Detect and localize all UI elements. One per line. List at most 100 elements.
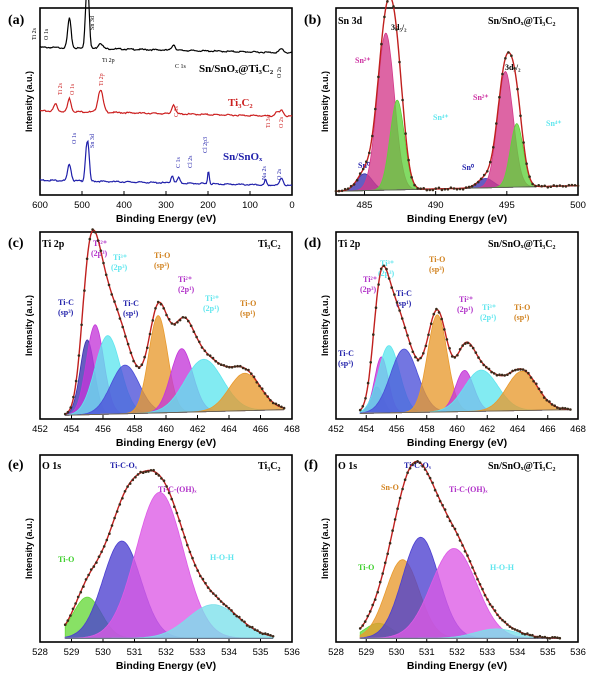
data-point-c-72	[129, 351, 133, 355]
data-point-e-213	[248, 625, 251, 629]
data-point-b-48	[383, 15, 386, 19]
data-point-f-225	[546, 636, 549, 640]
xps-label-b-2: Sn²⁺	[355, 56, 371, 65]
data-point-d-159	[498, 373, 501, 377]
data-point-d-72	[422, 352, 425, 355]
data-point-d-81	[429, 322, 433, 326]
legend-label-a-3: Sn/SnOₓ	[223, 151, 263, 163]
data-point-b-21	[355, 178, 359, 182]
xps-label-d-8: Ti-O	[429, 255, 445, 264]
data-point-e-108	[157, 474, 161, 477]
x-tick-label-e-7: 535	[253, 647, 269, 658]
data-point-e-36	[95, 561, 98, 564]
data-point-d-45	[398, 309, 401, 312]
data-point-f-216	[538, 634, 542, 638]
data-point-d-210	[542, 396, 546, 399]
data-point-d-237	[566, 407, 570, 411]
data-point-f-135	[471, 566, 474, 569]
data-point-e-198	[235, 614, 238, 618]
data-point-d-219	[550, 403, 554, 406]
data-point-e-15	[76, 595, 80, 599]
data-point-c-222	[266, 395, 270, 398]
peak-label-a-5: O 2s	[277, 66, 283, 78]
data-point-c-9	[72, 395, 75, 399]
data-point-d-129	[471, 346, 475, 350]
data-point-e-3	[66, 619, 70, 622]
data-point-f-39	[391, 529, 394, 532]
data-point-b-15	[349, 184, 353, 188]
data-point-c-189	[236, 364, 239, 368]
data-point-e-156	[199, 574, 202, 578]
data-point-c-69	[126, 342, 130, 346]
x-tick-label-c-7: 466	[253, 424, 269, 435]
data-point-c-87	[143, 355, 146, 359]
data-point-b-147	[482, 173, 486, 177]
data-point-b-114	[449, 186, 453, 189]
x-tick-label-d-5: 462	[479, 424, 495, 435]
xps-label-d-5: (2p³)	[378, 269, 395, 278]
x-tick-label-a-0: 600	[32, 200, 48, 211]
data-point-d-51	[403, 326, 407, 330]
x-tick-label-c-1: 454	[64, 424, 80, 435]
data-point-c-75	[132, 359, 135, 363]
sample-label-d: Sn/SnOₓ@Ti₃C₂	[488, 239, 555, 250]
data-point-f-213	[536, 635, 539, 639]
data-point-c-237	[280, 405, 283, 409]
data-point-e-219	[253, 628, 257, 631]
data-point-e-138	[183, 536, 186, 539]
sample-label-c: Ti₃C₂	[258, 239, 281, 250]
data-point-e-201	[238, 615, 241, 619]
data-point-b-24	[358, 172, 362, 175]
data-point-c-3	[66, 410, 70, 414]
data-point-c-216	[260, 387, 264, 391]
data-point-b-78	[413, 183, 416, 187]
data-point-d-24	[379, 267, 383, 271]
data-point-d-48	[400, 317, 404, 320]
data-point-f-156	[488, 603, 492, 606]
x-tick-label-e-6: 534	[221, 647, 237, 658]
data-point-f-18	[373, 598, 377, 601]
data-point-d-42	[395, 301, 399, 304]
data-point-c-168	[217, 362, 220, 365]
data-point-e-105	[154, 472, 158, 476]
data-point-e-126	[173, 505, 176, 509]
x-tick-label-b-0: 485	[357, 200, 373, 211]
x-axis-label-b: Binding Energy (eV)	[407, 213, 507, 225]
data-point-b-219	[555, 184, 559, 188]
axes-frame-b	[335, 7, 579, 196]
data-point-c-231	[274, 402, 278, 406]
x-axis-label-d: Binding Energy (eV)	[407, 437, 507, 449]
xps-label-d-2: Ti²⁺	[363, 275, 377, 284]
data-point-b-177	[513, 67, 516, 70]
data-point-c-180	[228, 365, 231, 369]
data-point-b-102	[437, 186, 441, 190]
data-point-f-234	[553, 636, 557, 639]
data-point-c-171	[219, 363, 223, 367]
data-point-b-201	[537, 184, 540, 187]
data-point-b-171	[507, 51, 510, 54]
xps-label-d-4: Ti³⁺	[380, 259, 394, 268]
panel-d: (d) Ti 2p Sn/SnOₓ@Ti₃C₂ Ti-C (sp³) Ti²⁺ …	[304, 231, 586, 449]
data-point-c-141	[192, 330, 196, 334]
data-point-c-219	[263, 392, 267, 395]
data-point-b-228	[564, 185, 568, 188]
x-tick-label-f-7: 535	[540, 647, 556, 658]
x-tick-label-d-6: 464	[510, 424, 526, 435]
data-point-c-174	[222, 364, 226, 367]
x-tick-label-f-5: 533	[479, 647, 495, 658]
data-point-d-63	[414, 355, 417, 359]
data-point-b-213	[549, 185, 553, 188]
data-point-f-195	[521, 632, 524, 635]
data-point-b-240	[576, 184, 580, 187]
x-tick-label-a-5: 100	[242, 200, 258, 211]
data-point-e-228	[261, 632, 265, 636]
data-point-d-123	[466, 341, 470, 345]
data-point-d-27	[382, 264, 386, 268]
data-point-d-90	[437, 311, 441, 314]
data-point-f-69	[416, 460, 419, 463]
data-point-f-183	[511, 627, 514, 630]
data-point-e-141	[186, 543, 189, 547]
data-point-d-15	[372, 333, 375, 336]
data-point-e-177	[217, 597, 220, 601]
xps-label-b-5: Sn²⁺	[473, 93, 489, 102]
